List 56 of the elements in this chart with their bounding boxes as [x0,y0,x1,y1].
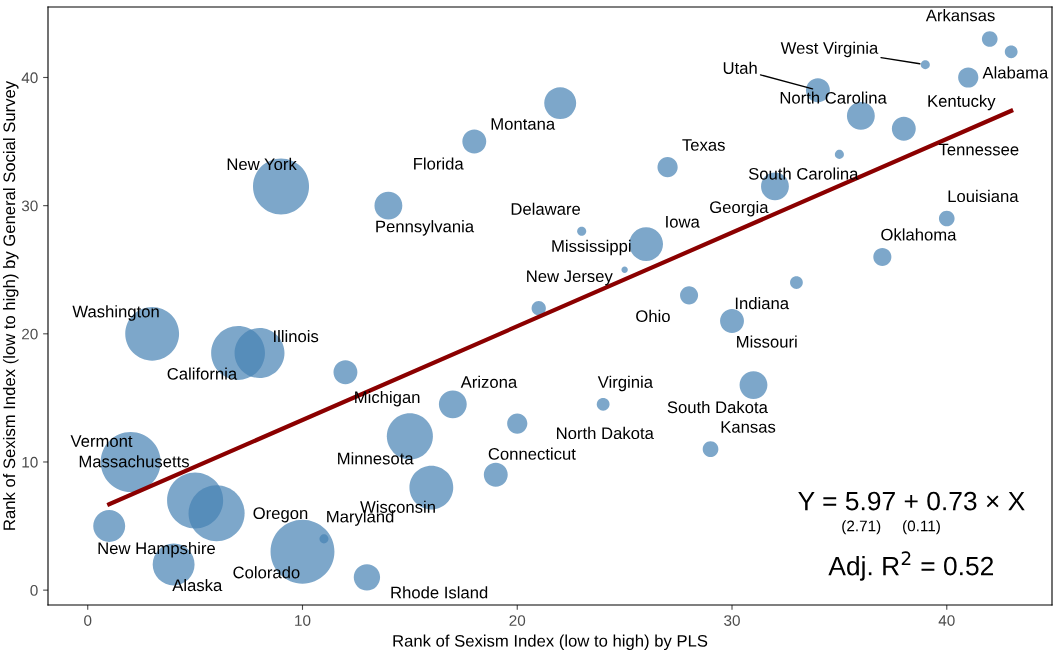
y-tick-label: 20 [22,328,38,340]
y-tick-label: 30 [21,200,38,212]
data-label: Colorado [233,566,300,579]
data-label: Missouri [737,335,797,348]
data-label: New Hampshire [98,541,215,558]
x-tick-label: 10 [295,615,311,626]
data-label: Oregon [253,507,308,523]
data-label: Utah [723,61,757,74]
x-axis-title: Rank of Sexism Index (low to high) by PLS [393,634,708,651]
y-tick-label: 40 [21,72,38,84]
data-label: California [167,367,238,380]
annotation: Y = 5.97 + 0.73 × X [798,491,1025,511]
data-label: Arkansas [925,9,995,22]
data-label: Illinois [274,329,319,343]
data-label: North Dakota [557,426,654,440]
data-label: Mississippi [552,239,631,256]
data-label: Oklahoma [881,228,957,241]
data-label: Connecticut [488,447,576,460]
x-tick-label: 0 [84,615,92,626]
data-label: Indiana [735,297,790,310]
data-label: Michigan [355,390,420,407]
data-label: Ohio [636,309,670,323]
data-label: West Virginia [780,41,879,58]
x-tick-label: 30 [724,615,740,626]
data-label: Texas [682,139,725,151]
data-label: Florida [414,157,464,170]
data-label: Montana [491,118,556,130]
data-label: Rhode Island [391,586,488,599]
annotation: Adj. R$^{2}$ = 0.52 [828,551,994,581]
data-label: South Carolina [748,167,859,180]
data-label: Washington [72,305,159,321]
data-label: New Jersey [527,270,613,286]
data-label: Minnesota [338,452,414,465]
y-axis-title: Rank of Sexism Index (low to high) by General Social Survey [2,80,19,530]
x-tick-label: 40 [938,615,955,626]
data-label: New York [227,157,297,171]
data-label: Louisiana [948,189,1019,203]
data-label: Delaware [511,202,581,215]
data-label: North Carolina [780,91,887,104]
x-tick-label: 20 [509,615,526,626]
data-label: Georgia [710,200,769,217]
data-label: Kansas [721,421,776,433]
data-label: Alabama [982,66,1049,79]
data-label: Virginia [597,375,654,392]
y-tick-label: 10 [22,456,38,468]
annotation: (2.71) [842,520,881,535]
data-label: Arizona [460,375,518,388]
data-label: Pennsylvania [376,220,475,236]
data-label: Iowa [666,216,700,228]
data-label: Vermont [70,435,133,447]
data-label: Alaska [172,578,223,592]
data-label: Kentucky [928,94,996,111]
data-label: Tennessee [938,143,1019,156]
annotation: (0.11) [903,520,940,535]
y-tick-label: 0 [30,585,38,596]
data-label: South Dakota [667,400,768,414]
